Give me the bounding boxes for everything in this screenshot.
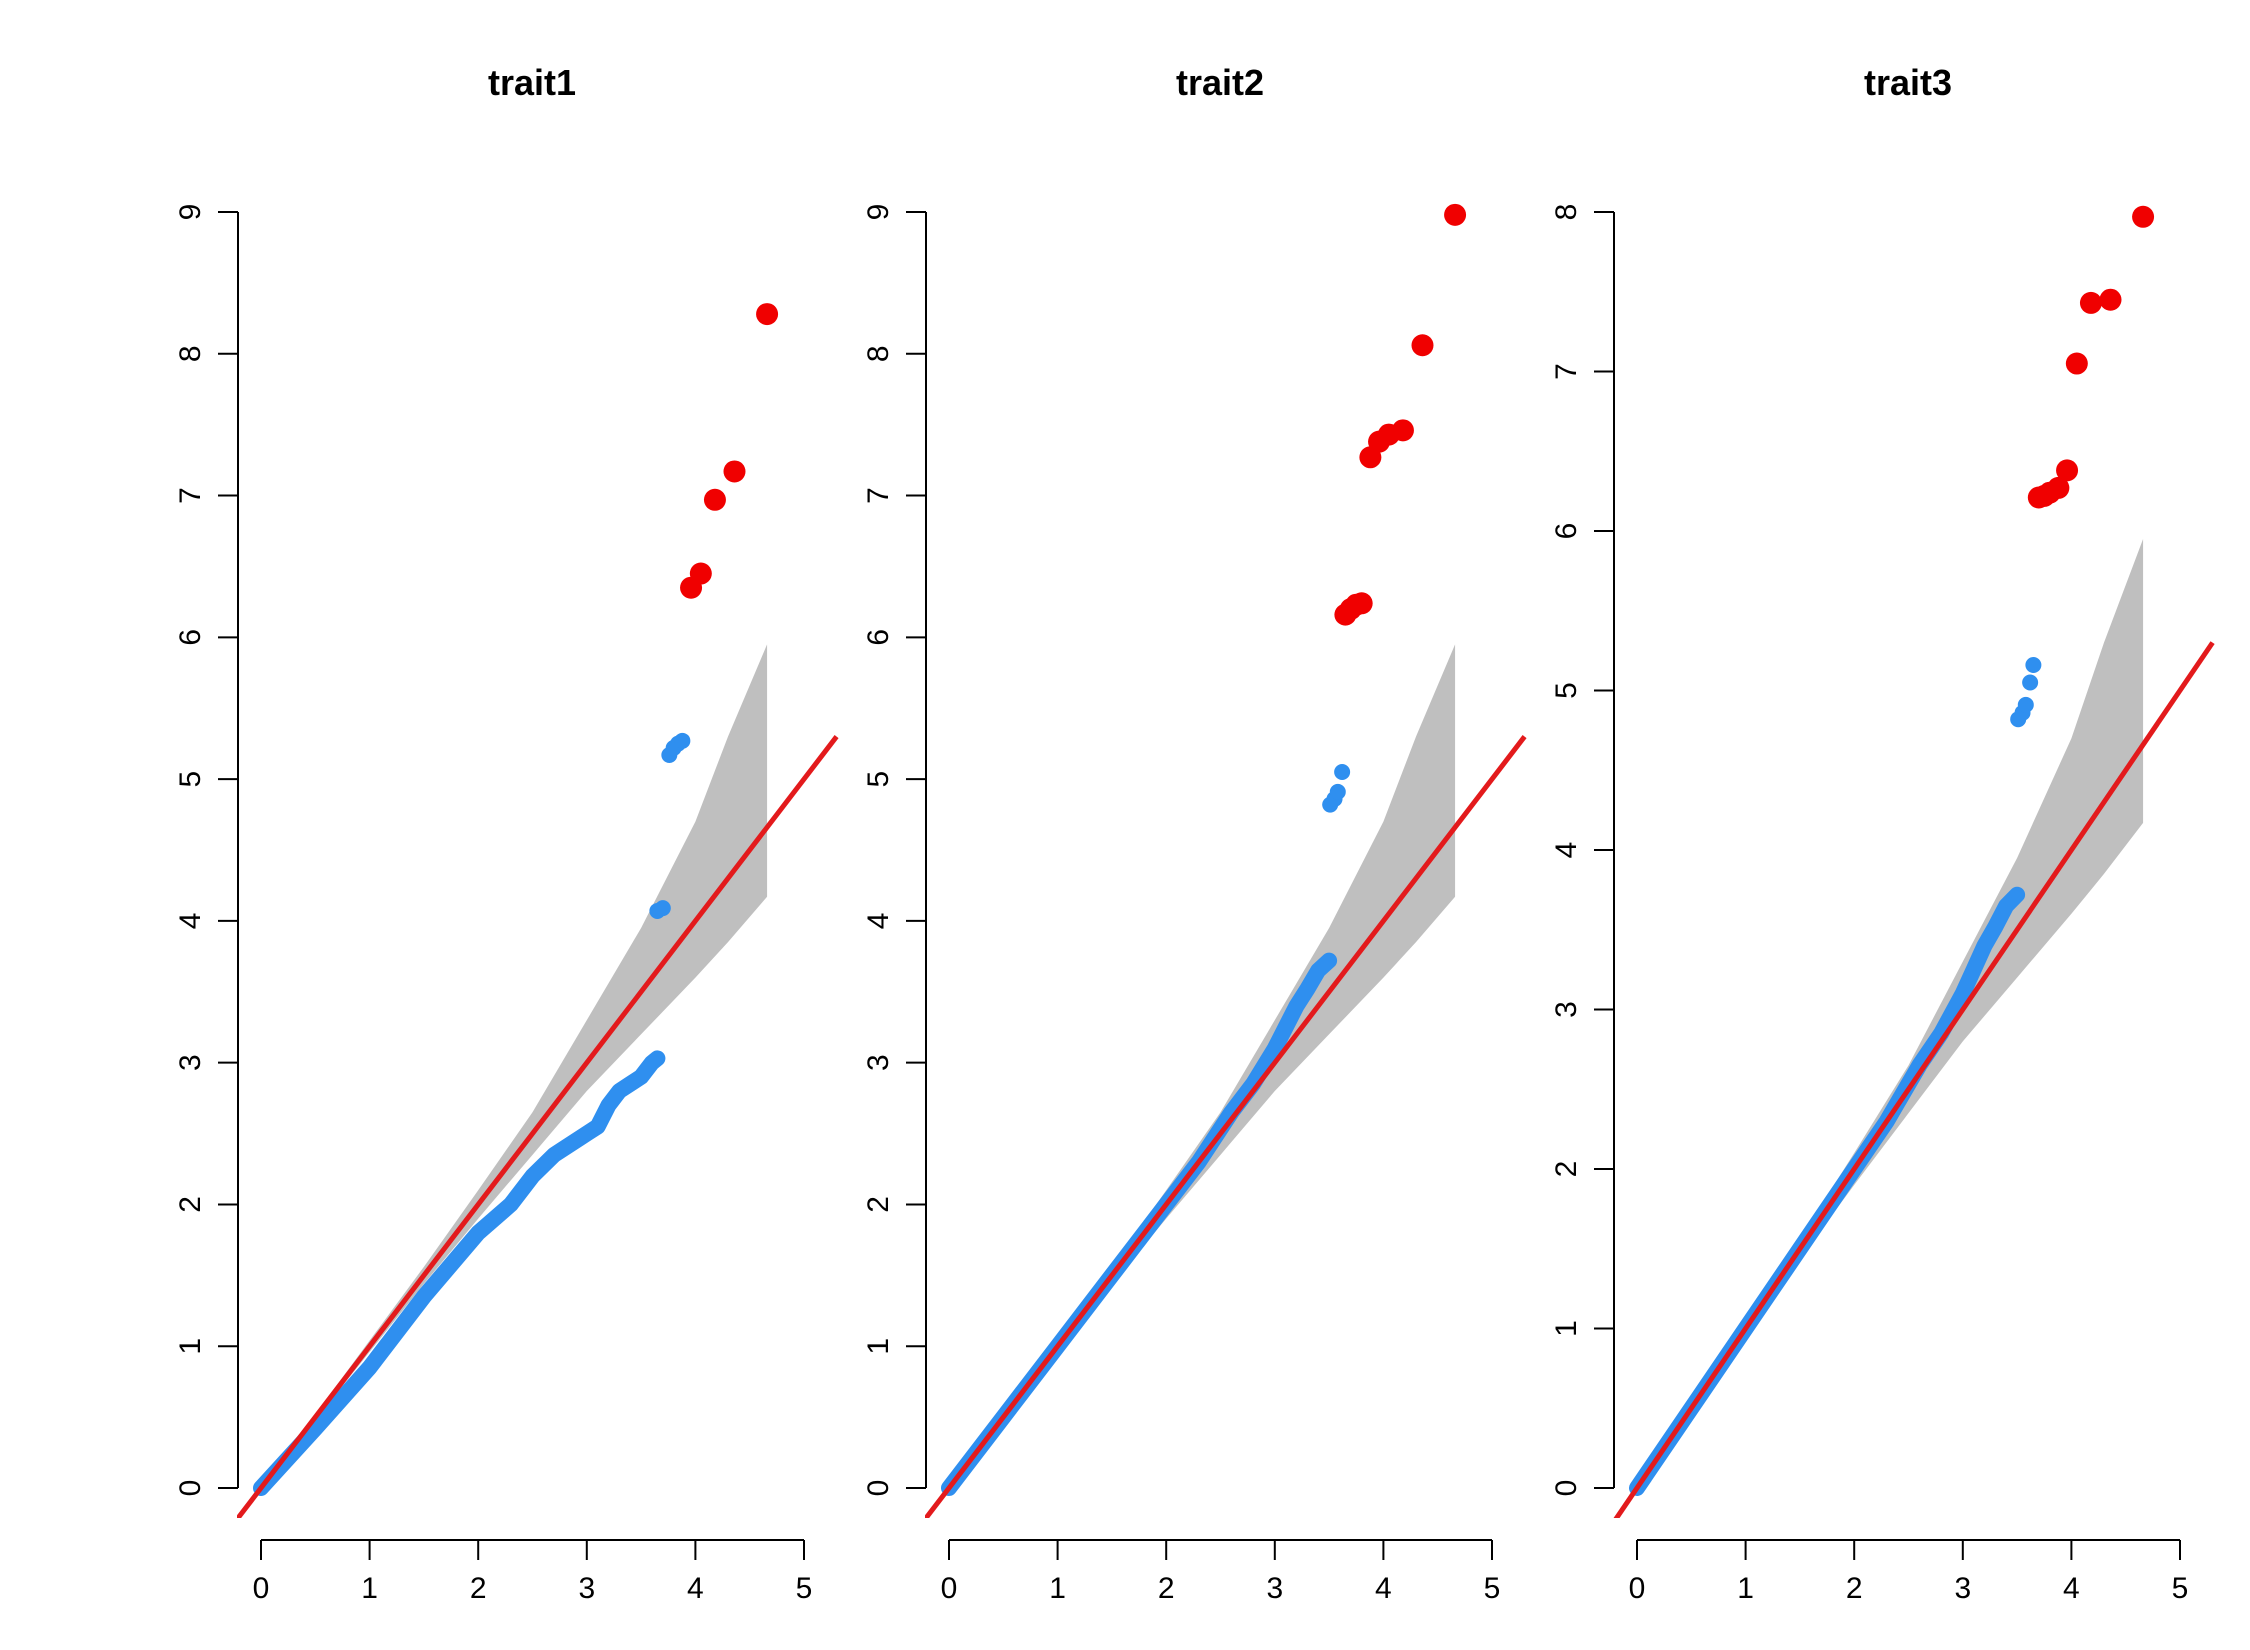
y-tick-label: 8 <box>1550 204 1583 221</box>
y-tick-label: 6 <box>1550 523 1583 540</box>
point-significant <box>756 303 779 326</box>
chart-title: trait3 <box>1864 62 1952 103</box>
y-tick-label: 6 <box>862 629 895 646</box>
x-tick-label: 1 <box>1049 1572 1066 1605</box>
y-tick-label: 4 <box>174 913 207 930</box>
plot-area <box>237 303 839 1518</box>
point-significant <box>2079 291 2102 314</box>
y-tick-label: 7 <box>862 487 895 504</box>
point-significant <box>2099 288 2122 311</box>
y-tick-label: 1 <box>1550 1320 1583 1337</box>
point-significant <box>1391 419 1414 442</box>
point-normal <box>1329 783 1346 800</box>
panel-trait2: trait2 0 1 2 3 4 5 6 7 8 9 0 1 2 3 4 5 <box>862 62 1527 1605</box>
x-tick-label: 1 <box>361 1572 378 1605</box>
x-tick-label: 0 <box>1629 1572 1646 1605</box>
confidence-band <box>949 644 1456 1488</box>
plot-area <box>925 203 1527 1518</box>
point-significant <box>2056 459 2079 482</box>
y-tick-label: 0 <box>862 1480 895 1497</box>
x-tick-label: 1 <box>1737 1572 1754 1605</box>
point-normal <box>2025 656 2042 673</box>
point-significant <box>2065 352 2088 375</box>
x-tick-label: 3 <box>578 1572 595 1605</box>
x-tick-label: 2 <box>1158 1572 1175 1605</box>
y-tick-label: 4 <box>1550 842 1583 859</box>
x-tick-label: 3 <box>1954 1572 1971 1605</box>
point-significant <box>703 488 726 511</box>
point-significant <box>2047 476 2070 499</box>
panel-trait3: trait3 0 1 2 3 4 5 6 7 8 0 1 2 3 4 5 <box>1550 62 2215 1605</box>
observed-curve <box>941 952 1338 1496</box>
reference-line <box>925 735 1527 1518</box>
chart-title: trait2 <box>1176 62 1264 103</box>
y-tick-label: 5 <box>1550 682 1583 699</box>
y-tick-label: 4 <box>862 913 895 930</box>
y-tick-label: 8 <box>174 345 207 362</box>
x-tick-label: 4 <box>2063 1572 2080 1605</box>
y-tick-label: 5 <box>174 771 207 788</box>
x-tick-label: 5 <box>2172 1572 2189 1605</box>
point-significant <box>2132 205 2155 228</box>
point-significant <box>1444 203 1467 226</box>
point-significant <box>723 460 746 483</box>
y-tick-label: 8 <box>862 345 895 362</box>
x-tick-label: 5 <box>1484 1572 1501 1605</box>
x-tick-label: 4 <box>687 1572 704 1605</box>
y-tick-label: 0 <box>174 1480 207 1497</box>
point-normal <box>1334 764 1351 781</box>
chart-title: trait1 <box>488 62 576 103</box>
y-tick-label: 2 <box>862 1196 895 1213</box>
y-tick-label: 2 <box>1550 1161 1583 1178</box>
y-tick-label: 7 <box>174 487 207 504</box>
x-tick-label: 2 <box>470 1572 487 1605</box>
point-normal <box>2022 674 2039 691</box>
reference-line <box>237 735 839 1518</box>
plot-area <box>1613 205 2215 1518</box>
confidence-band <box>1637 538 2144 1488</box>
y-tick-label: 7 <box>1550 363 1583 380</box>
x-tick-label: 5 <box>796 1572 813 1605</box>
y-tick-label: 3 <box>862 1054 895 1071</box>
y-tick-label: 1 <box>174 1338 207 1355</box>
x-tick-label: 4 <box>1375 1572 1392 1605</box>
y-tick-label: 0 <box>1550 1480 1583 1497</box>
panel-trait1: trait1 0 1 2 3 4 5 6 7 8 9 0 1 2 3 4 5 <box>174 62 839 1605</box>
y-tick-label: 2 <box>174 1196 207 1213</box>
x-tick-label: 2 <box>1846 1572 1863 1605</box>
confidence-band <box>261 644 768 1488</box>
y-tick-label: 9 <box>862 204 895 221</box>
y-tick-label: 6 <box>174 629 207 646</box>
point-normal <box>654 900 671 917</box>
y-tick-label: 9 <box>174 204 207 221</box>
x-tick-label: 0 <box>253 1572 270 1605</box>
observed-curve <box>1629 886 2026 1496</box>
observed-curve <box>253 1050 666 1496</box>
reference-line <box>1613 641 2215 1518</box>
point-significant <box>1350 592 1373 615</box>
y-tick-label: 5 <box>862 771 895 788</box>
y-tick-label: 1 <box>862 1338 895 1355</box>
y-tick-label: 3 <box>1550 1001 1583 1018</box>
point-normal <box>674 732 691 749</box>
point-significant <box>689 562 712 585</box>
point-significant <box>1411 334 1434 357</box>
y-tick-label: 3 <box>174 1054 207 1071</box>
x-tick-label: 3 <box>1266 1572 1283 1605</box>
x-tick-label: 0 <box>941 1572 958 1605</box>
point-normal <box>2017 696 2034 713</box>
